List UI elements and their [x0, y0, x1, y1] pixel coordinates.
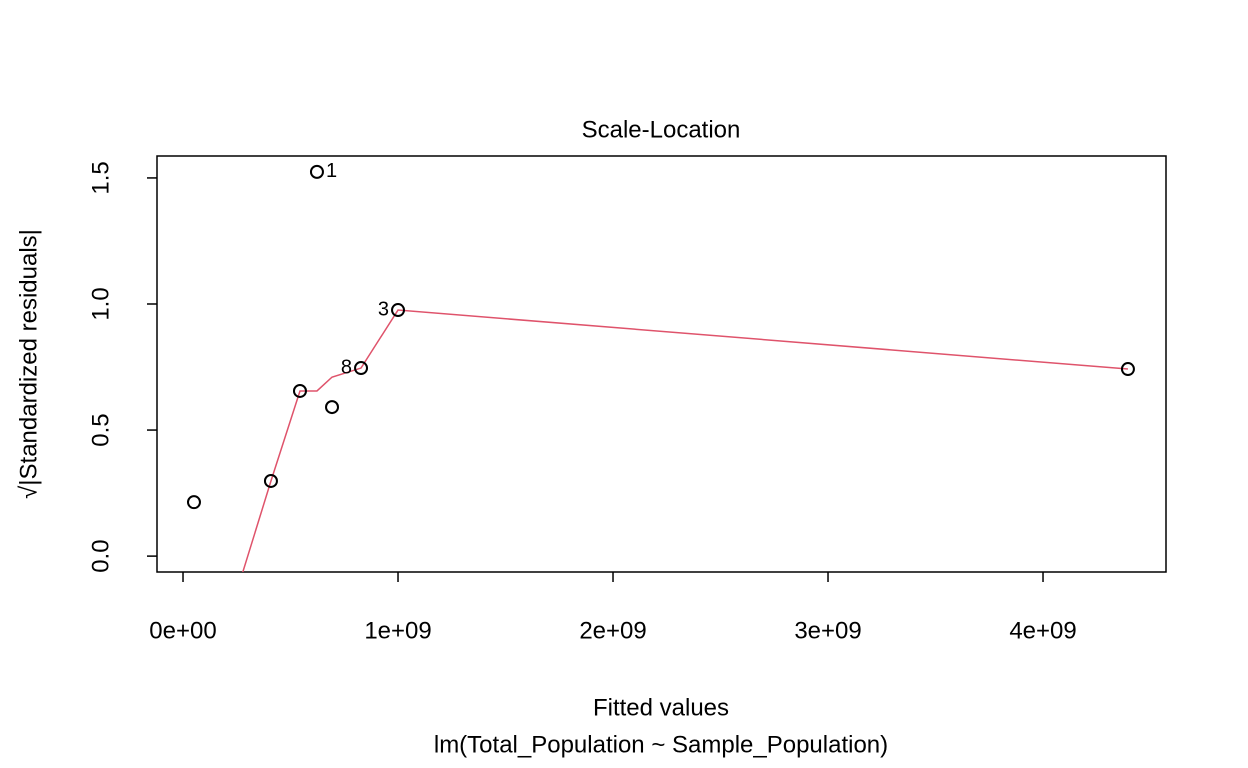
point — [1120, 362, 1135, 377]
point — [186, 495, 201, 510]
point — [292, 383, 307, 398]
smooth-line — [242, 309, 1129, 572]
x-tick-label: 4e+09 — [1009, 617, 1076, 644]
y-tick-label: 0.0 — [87, 539, 114, 572]
y-axis-label: √|Standardized residuals| — [15, 229, 42, 499]
plot-box — [156, 155, 1167, 573]
subtitle: lm(Total_Population ~ Sample_Population) — [434, 731, 888, 758]
x-tick-label: 2e+09 — [579, 617, 646, 644]
chart-title: Scale-Location — [582, 116, 741, 143]
y-tick-label: 0.5 — [87, 413, 114, 446]
x-tick-label: 3e+09 — [794, 617, 861, 644]
point — [391, 303, 406, 318]
point-label: 3 — [378, 298, 389, 320]
y-tick-label: 1.0 — [87, 287, 114, 320]
y-tick-label: 1.5 — [87, 161, 114, 194]
point — [263, 473, 278, 488]
point-label: 1 — [326, 160, 337, 182]
point-label: 8 — [341, 356, 352, 378]
point — [354, 361, 369, 376]
x-axis-label: Fitted values — [593, 694, 729, 721]
point — [325, 400, 340, 415]
point — [309, 164, 324, 179]
x-tick-label: 0e+00 — [149, 617, 216, 644]
plot-area — [242, 309, 1129, 572]
x-tick-label: 1e+09 — [364, 617, 431, 644]
